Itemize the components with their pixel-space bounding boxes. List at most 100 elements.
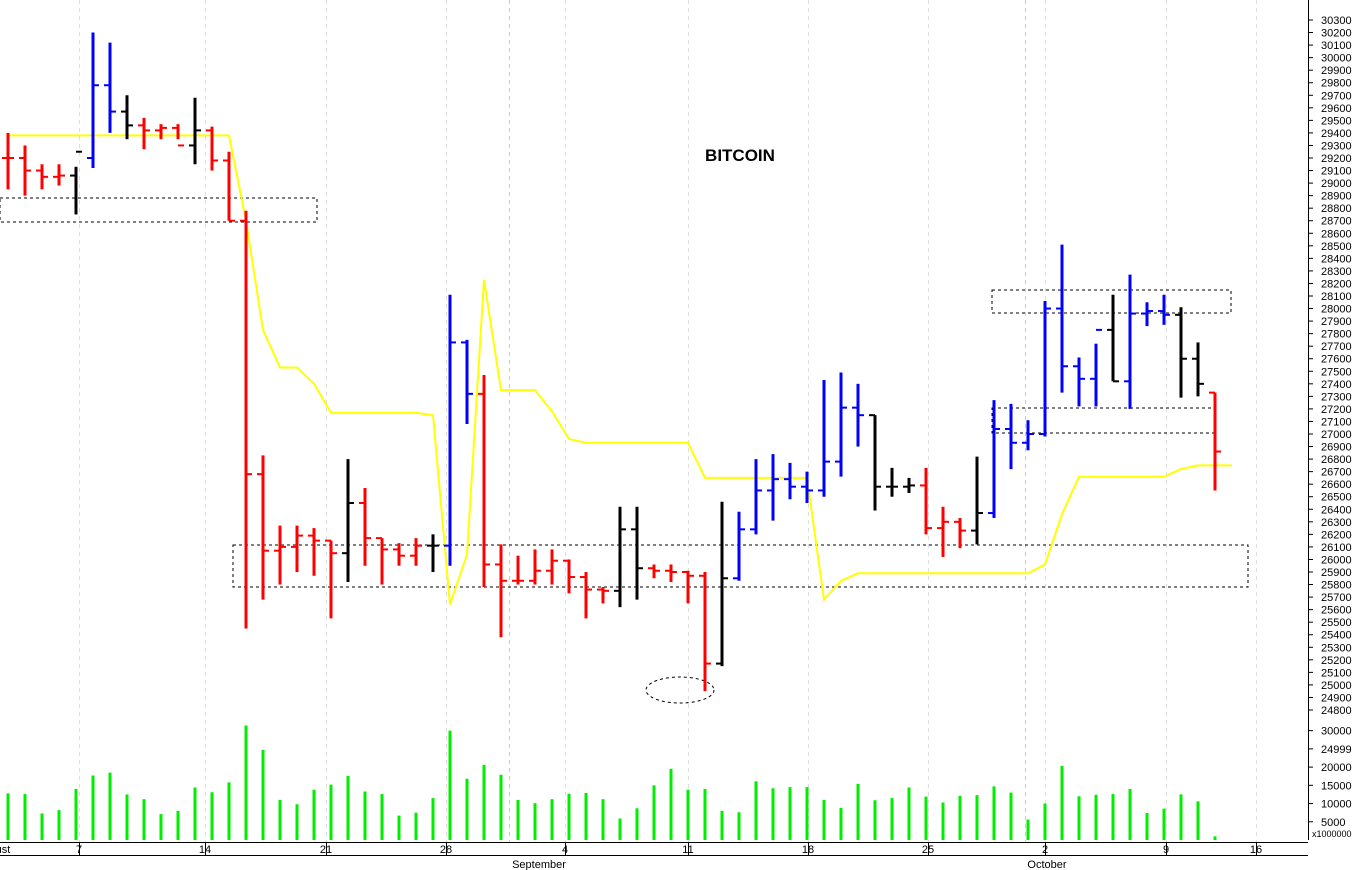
time-tick-label: 18 — [802, 844, 814, 856]
ohlc-bar — [597, 587, 609, 604]
ohlc-bar — [478, 375, 490, 588]
ohlc-bar — [1039, 301, 1051, 437]
price-tick-label: 27900 — [1321, 316, 1352, 328]
price-tick-label: 26200 — [1321, 529, 1352, 541]
price-tick-label: 28000 — [1321, 304, 1352, 316]
ohlc-bar — [393, 543, 405, 566]
volume-tick-label: 15000 — [1321, 780, 1352, 792]
price-tick-label: 26800 — [1321, 454, 1352, 466]
ohlc-bar — [104, 42, 116, 133]
price-tick-label: 27100 — [1321, 416, 1352, 428]
ohlc-bar — [36, 164, 48, 190]
ohlc-bar — [546, 549, 558, 585]
ohlc-bar — [206, 126, 218, 171]
ohlc-bar — [631, 506, 643, 600]
ohlc-bar — [342, 459, 354, 583]
ohlc-bar — [682, 570, 694, 604]
price-tick-label: 25900 — [1321, 567, 1352, 579]
price-tick-label: 25400 — [1321, 630, 1352, 642]
price-tick-label: 25200 — [1321, 655, 1352, 667]
price-tick-label: 27800 — [1321, 329, 1352, 341]
ohlc-bar — [733, 511, 745, 581]
price-tick-label: 30200 — [1321, 28, 1352, 40]
ohlc-bar — [1107, 294, 1119, 383]
ohlc-bar — [1022, 420, 1034, 451]
ohlc-bar — [444, 294, 456, 566]
volume-tick-label: 30000 — [1321, 726, 1352, 738]
ohlc-bar — [1073, 357, 1085, 407]
time-tick-label: 9 — [1163, 844, 1169, 856]
price-tick-label: 27400 — [1321, 379, 1352, 391]
price-tick-label: 26300 — [1321, 517, 1352, 529]
time-tick-label: ust — [0, 844, 10, 856]
price-tick-label: 26000 — [1321, 554, 1352, 566]
price-tick-label: 30000 — [1321, 53, 1352, 65]
volume-tick-label: 20000 — [1321, 762, 1352, 774]
price-tick-label: 29400 — [1321, 128, 1352, 140]
price-tick-label: 28600 — [1321, 228, 1352, 240]
ohlc-bar — [835, 372, 847, 477]
price-tick-label: 29300 — [1321, 140, 1352, 152]
ohlc-bar — [1175, 307, 1187, 398]
price-tick-label: 25000 — [1321, 680, 1352, 692]
time-tick-label: 14 — [199, 844, 211, 856]
time-tick-label: October — [1027, 859, 1066, 870]
ohlc-bar — [937, 506, 949, 557]
ohlc-bar — [376, 537, 388, 585]
volume-tick-label: 10000 — [1321, 799, 1352, 811]
ohlc-bar — [223, 151, 235, 222]
ohlc-bar — [818, 380, 830, 497]
price-tick-label: 26700 — [1321, 467, 1352, 479]
price-tick-label: 29600 — [1321, 103, 1352, 115]
ohlc-bar — [750, 459, 762, 535]
time-tick-label: 25 — [922, 844, 934, 856]
price-tick-label: 27000 — [1321, 429, 1352, 441]
ohlc-bar — [512, 555, 524, 585]
price-tick-label: 27700 — [1321, 341, 1352, 353]
ohlc-bar — [716, 501, 728, 667]
price-tick-label: 27500 — [1321, 366, 1352, 378]
ohlc-bar — [1192, 342, 1204, 397]
ohlc-bar — [257, 455, 269, 600]
ohlc-bar — [699, 572, 711, 692]
ohlc-bar — [2, 132, 14, 190]
price-tick-label: 27600 — [1321, 354, 1352, 366]
price-tick-label: 28800 — [1321, 203, 1352, 215]
resistance-zone-october — [991, 289, 1232, 314]
ohlc-bar — [155, 124, 167, 140]
ohlc-bar — [1056, 244, 1068, 393]
ohlc-bar — [87, 32, 99, 169]
ohlc-bar — [172, 124, 184, 147]
chart-title: BITCOIN — [705, 146, 775, 165]
ohlc-bar — [852, 383, 864, 447]
price-tick-label: 28200 — [1321, 278, 1352, 290]
volume-multiplier-label: x1000000 — [1312, 829, 1352, 839]
ohlc-bar — [801, 471, 813, 503]
price-tick-label: 27300 — [1321, 391, 1352, 403]
price-tick-label: 28700 — [1321, 216, 1352, 228]
price-tick-label: 26100 — [1321, 542, 1352, 554]
volume-tick-label: 24999 — [1321, 744, 1352, 756]
resistance-zone-august — [0, 197, 318, 223]
ohlc-bar — [529, 549, 541, 585]
ohlc-bar — [648, 564, 660, 579]
ohlc-bar — [1209, 391, 1221, 491]
price-tick-label: 28400 — [1321, 253, 1352, 265]
ohlc-bar — [19, 145, 31, 196]
price-tick-label: 30100 — [1321, 40, 1352, 52]
ohlc-bar — [1141, 302, 1153, 327]
price-tick-label: 25100 — [1321, 667, 1352, 679]
price-tick-label: 29700 — [1321, 90, 1352, 102]
ohlc-bar — [903, 477, 915, 493]
price-tick-label: 29500 — [1321, 115, 1352, 127]
time-tick-label: 2 — [1042, 844, 1048, 856]
price-tick-label: 25500 — [1321, 617, 1352, 629]
time-tick-label: 28 — [440, 844, 452, 856]
price-tick-label: 26500 — [1321, 492, 1352, 504]
volume-tick-label: 5000 — [1321, 817, 1345, 829]
ohlc-bar — [359, 487, 371, 566]
price-tick-label: 28100 — [1321, 291, 1352, 303]
ohlc-bar — [665, 564, 677, 583]
